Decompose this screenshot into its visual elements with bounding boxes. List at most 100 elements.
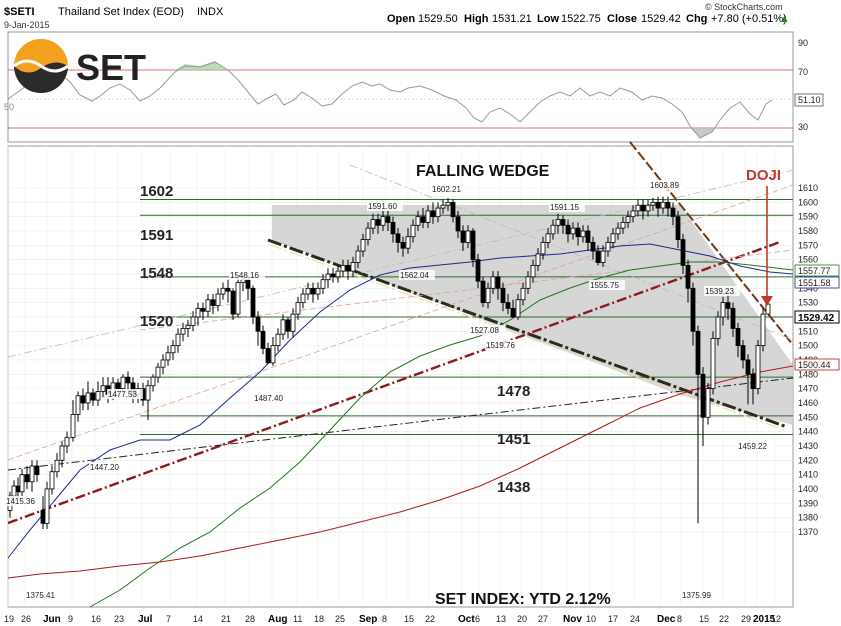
pivot-price-label: 1459.22 xyxy=(738,442,767,451)
price-tick-label: 1510 xyxy=(798,326,818,336)
candle-body xyxy=(210,299,216,306)
candle-body xyxy=(34,465,40,476)
candle-body xyxy=(685,264,691,289)
candle-body xyxy=(120,376,126,390)
high-value: 1531.21 xyxy=(492,13,532,25)
date-tick-label: 6 xyxy=(475,614,480,624)
pivot-price-label: 1548.16 xyxy=(230,271,259,280)
candle-body xyxy=(80,395,86,404)
candle-body xyxy=(565,224,571,235)
pivot-price-label: 1591.60 xyxy=(368,202,397,211)
candle-body xyxy=(620,221,626,229)
candle-body xyxy=(215,293,221,306)
date-tick-label: 10 xyxy=(586,614,596,624)
candle-body xyxy=(240,279,246,283)
candle-body xyxy=(720,302,726,318)
candle-body xyxy=(90,392,96,401)
candle-body xyxy=(390,221,396,235)
candle-body xyxy=(740,345,746,361)
candle-body xyxy=(225,287,231,292)
pivot-price-label: 1477.53 xyxy=(108,390,137,399)
date-tick-label: Oct xyxy=(458,614,475,625)
candle-body xyxy=(360,239,366,252)
candle-body xyxy=(645,204,651,212)
candle-body xyxy=(505,302,511,309)
candle-body xyxy=(650,201,656,206)
rsi-value-tag xyxy=(794,93,824,107)
price-tick-label: 1390 xyxy=(798,498,818,508)
candle-body xyxy=(290,313,296,332)
candle-body xyxy=(300,293,306,304)
candle-body xyxy=(280,319,286,335)
candle-body xyxy=(610,233,616,243)
price-tick-label: 1560 xyxy=(798,255,818,265)
candle-body xyxy=(535,253,541,266)
candle-body xyxy=(555,219,561,226)
doji-arrowhead-icon xyxy=(761,296,773,306)
candle-body xyxy=(245,279,251,289)
candle-body xyxy=(725,302,731,309)
price-tick-label: 1480 xyxy=(798,369,818,379)
open-value: 1529.50 xyxy=(418,13,458,25)
candle-body xyxy=(595,250,601,263)
pivot-price-label: 1562.04 xyxy=(400,271,429,280)
candle-body xyxy=(675,216,681,240)
candle-body xyxy=(200,307,206,312)
candle-body xyxy=(320,279,326,289)
level-label: 1520 xyxy=(140,313,173,330)
candle-body xyxy=(455,216,461,232)
price-tick-label: 1500 xyxy=(798,341,818,351)
candle-body xyxy=(550,224,556,235)
candle-body xyxy=(250,287,256,318)
candle-body xyxy=(64,436,70,447)
date-tick-label: 16 xyxy=(91,614,101,624)
candle-body xyxy=(29,465,35,483)
date-tick-label: Jun xyxy=(43,614,61,625)
candle-body xyxy=(345,264,351,272)
price-tick-label: 1590 xyxy=(798,212,818,222)
candle-body xyxy=(690,287,696,332)
price-tags: 1557.77 1551.58 1529.42 1500.44 xyxy=(794,264,840,371)
price-tick-label: 1470 xyxy=(798,384,818,394)
pivot-price-label: 1555.75 xyxy=(590,281,619,290)
candle-body xyxy=(220,287,226,295)
candle-body xyxy=(285,319,291,332)
candle-body xyxy=(340,264,346,272)
level-label: 1478 xyxy=(497,383,530,400)
candle-body xyxy=(155,366,161,378)
ma200-tag: 1500.44 xyxy=(798,360,831,370)
candle-body xyxy=(415,216,421,226)
copyright: © StockCharts.com xyxy=(705,2,783,12)
candle-body xyxy=(755,345,761,390)
candle-body xyxy=(325,273,331,281)
candle-body xyxy=(115,382,121,390)
candle-body xyxy=(420,216,426,223)
candle-body xyxy=(170,345,176,354)
candle-body xyxy=(745,359,751,375)
rsi-tick-label: 30 xyxy=(798,122,808,132)
date-tick-label: 23 xyxy=(114,614,124,624)
logo-text: SET xyxy=(76,47,146,88)
date-tick-label: 7 xyxy=(166,614,171,624)
candle-body xyxy=(765,303,771,315)
candle-body xyxy=(270,345,276,364)
level-label: 1451 xyxy=(497,431,530,448)
candle-body xyxy=(475,259,481,282)
pivot-price-label: 1603.89 xyxy=(650,181,679,190)
candle-body xyxy=(640,204,646,212)
candle-body xyxy=(365,227,371,240)
date-tick-label: 28 xyxy=(245,614,255,624)
price-tick-label: 1430 xyxy=(798,441,818,451)
ytd-title: SET INDEX: YTD 2.12% xyxy=(435,591,611,608)
candle-body xyxy=(190,316,196,326)
candle-body xyxy=(350,262,356,272)
low-value: 1522.75 xyxy=(561,13,601,25)
candle-body xyxy=(150,376,156,387)
chart-symbol: $SETI xyxy=(4,6,35,18)
candle-body xyxy=(580,230,586,238)
candle-body xyxy=(19,474,25,493)
candle-body xyxy=(705,388,711,418)
price-tick-label: 1370 xyxy=(798,527,818,537)
pivot-price-label: 1519.76 xyxy=(486,341,515,350)
date-tick-label: 17 xyxy=(608,614,618,624)
